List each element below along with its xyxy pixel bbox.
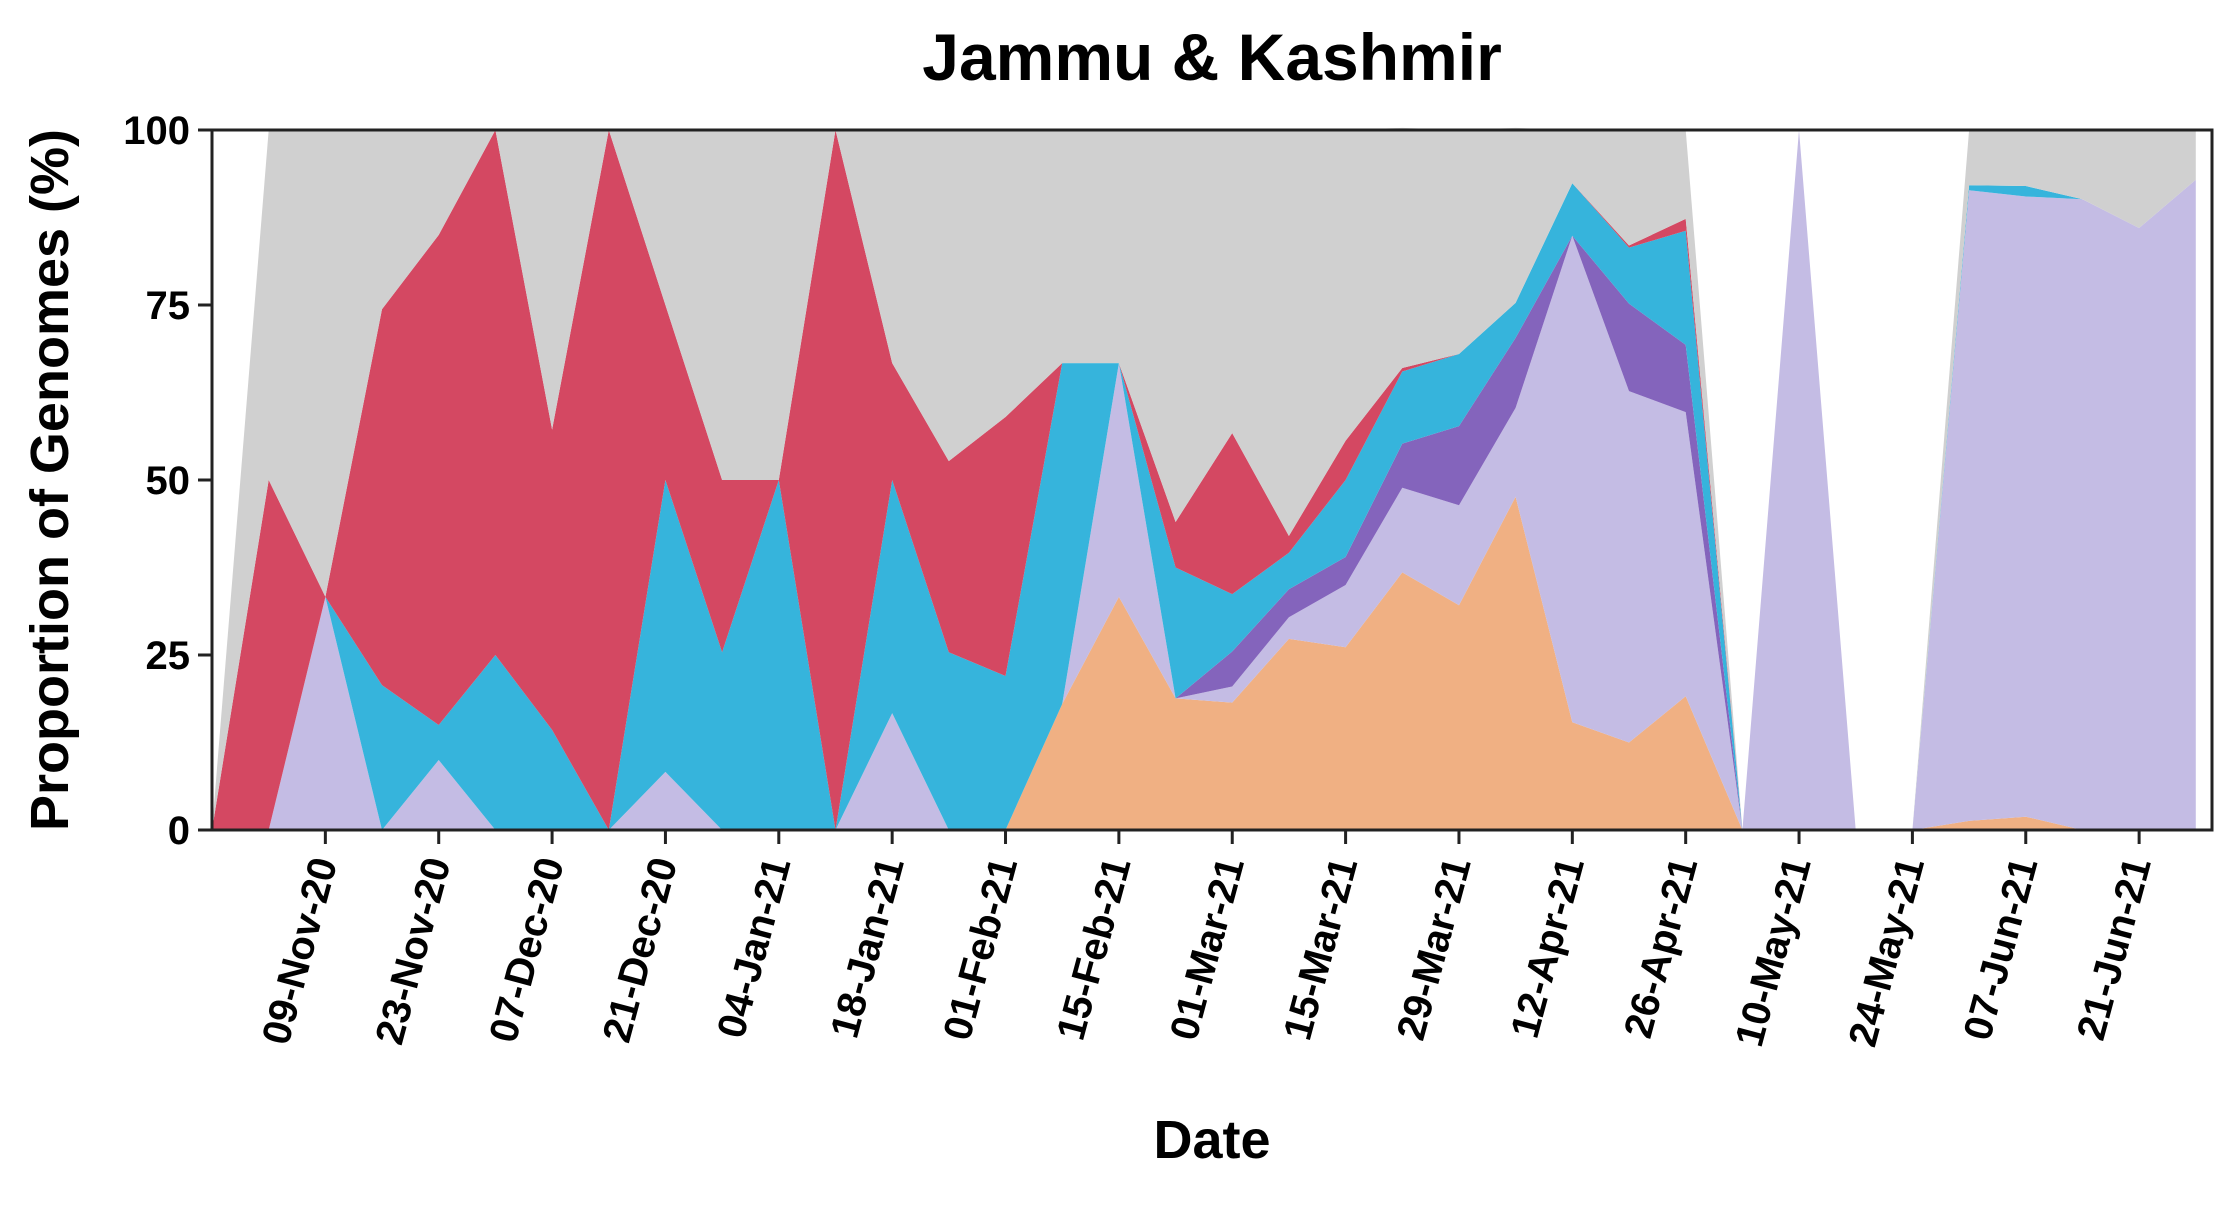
x-tick-label: 15-Feb-21 [1049, 853, 1140, 1045]
series-area-4 [212, 130, 2196, 830]
y-axis-label: Proportion of Genomes (%) [20, 129, 80, 831]
x-tick-label: 01-Feb-21 [935, 853, 1026, 1045]
y-axis: 0 25 50 75 100 [123, 109, 212, 853]
chart-title: Jammu & Kashmir [922, 20, 1502, 94]
series-area-5 [212, 130, 2196, 830]
x-tick-label: 07-Jun-21 [1956, 853, 2047, 1045]
y-tick-label: 75 [146, 284, 191, 328]
series-areas [212, 127, 2196, 830]
x-tick-label: 15-Mar-21 [1275, 853, 1366, 1045]
series-area-6 [212, 127, 2196, 830]
x-tick-label: 04-Jan-21 [709, 853, 799, 1043]
x-tick-label: 18-Jan-21 [823, 853, 913, 1043]
x-tick-label: 09-Nov-20 [254, 853, 346, 1049]
x-tick-label: 21-Jun-21 [2069, 853, 2160, 1045]
x-axis: 09-Nov-20 23-Nov-20 07-Dec-20 21-Dec-20 04-J… [254, 830, 2160, 1051]
x-axis-label: Date [1153, 1110, 1270, 1170]
series-area-3 [212, 130, 2196, 830]
x-tick-label: 26-Apr-21 [1616, 853, 1706, 1043]
x-tick-label: 29-Mar-21 [1389, 853, 1480, 1045]
x-tick-label: 24-May-21 [1841, 853, 1934, 1051]
x-tick-label: 21-Dec-20 [595, 853, 686, 1047]
x-tick-label: 07-Dec-20 [481, 853, 572, 1047]
y-tick-label: 0 [168, 809, 190, 853]
x-tick-label: 10-May-21 [1727, 853, 1820, 1051]
y-tick-label: 25 [146, 634, 191, 678]
x-tick-label: 01-Mar-21 [1162, 853, 1253, 1045]
series-area-2 [212, 130, 2196, 830]
y-tick-label: 50 [146, 459, 191, 503]
x-tick-label: 12-Apr-21 [1503, 853, 1593, 1043]
y-tick-label: 100 [123, 109, 190, 153]
x-tick-label: 23-Nov-20 [367, 853, 459, 1049]
series-area-1 [212, 496, 2196, 830]
